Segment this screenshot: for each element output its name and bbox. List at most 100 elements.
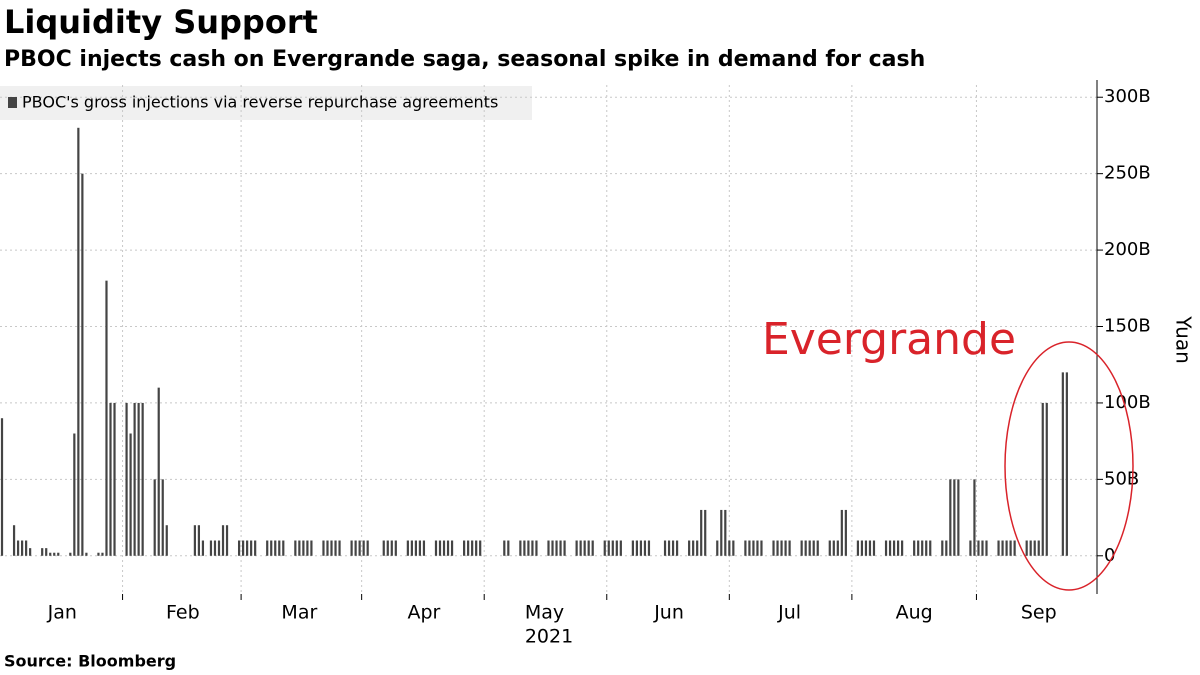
bar: [832, 540, 835, 556]
bar: [872, 540, 876, 556]
bar: [607, 540, 610, 556]
y-tick-label: 250B: [1104, 163, 1151, 184]
x-tick-label: May: [525, 602, 564, 624]
bar: [688, 540, 691, 556]
bar: [237, 540, 241, 556]
bar: [957, 479, 960, 556]
bar: [53, 552, 56, 556]
x-tick-label: Jun: [653, 602, 684, 624]
bar: [1029, 540, 1032, 556]
chart-subtitle: PBOC injects cash on Evergrande saga, se…: [4, 47, 925, 72]
bar: [752, 540, 755, 556]
y-tick-label: 150B: [1104, 316, 1151, 337]
bar: [772, 540, 775, 556]
bar: [615, 540, 618, 556]
bar: [535, 540, 538, 556]
bar: [503, 540, 506, 556]
bar: [973, 479, 976, 556]
bar: [422, 540, 426, 556]
bar: [326, 540, 329, 556]
bar: [69, 552, 72, 556]
bar: [732, 540, 735, 556]
bar: [892, 540, 896, 556]
bar: [696, 540, 699, 556]
bar: [16, 540, 20, 556]
bar: [949, 479, 952, 556]
bar: [41, 548, 44, 556]
bar: [997, 540, 1000, 556]
bar: [330, 540, 333, 556]
bar: [475, 540, 478, 556]
bar: [254, 540, 257, 556]
bar: [780, 540, 783, 556]
bar: [583, 540, 586, 556]
bar: [555, 540, 558, 556]
bar: [137, 402, 140, 556]
bar: [603, 540, 606, 556]
bar: [153, 479, 156, 556]
bar: [49, 552, 52, 556]
x-axis-label: 2021: [525, 626, 573, 648]
bar: [161, 479, 164, 556]
y-tick-label: 300B: [1104, 86, 1151, 107]
bar: [1041, 402, 1044, 556]
bar: [446, 540, 450, 556]
bar: [860, 540, 864, 556]
bar: [804, 540, 807, 556]
bar: [354, 540, 357, 556]
bar: [1009, 540, 1012, 556]
bar: [724, 509, 727, 556]
bar: [442, 540, 446, 556]
bar: [438, 540, 442, 556]
bar: [294, 540, 297, 556]
bar: [1061, 372, 1064, 556]
chart-title: Liquidity Support: [4, 3, 318, 41]
bar: [101, 552, 104, 556]
bar: [969, 540, 972, 556]
bar: [29, 548, 32, 556]
bar: [647, 540, 651, 556]
bar: [209, 540, 213, 556]
bar: [639, 540, 643, 556]
bar: [467, 540, 470, 556]
bar: [756, 540, 759, 556]
bar: [776, 540, 779, 556]
bar: [868, 540, 872, 556]
bar: [579, 540, 582, 556]
bar: [985, 540, 988, 556]
bar: [667, 540, 671, 556]
bar: [619, 540, 622, 556]
bar: [270, 540, 273, 556]
bar: [663, 540, 667, 556]
x-tick-label: Mar: [281, 602, 317, 624]
bar: [25, 540, 28, 556]
annotation: Evergrande: [762, 314, 1016, 365]
bar: [635, 540, 639, 556]
bar: [828, 540, 831, 556]
bar: [913, 540, 916, 556]
bar: [507, 540, 510, 556]
bar: [840, 509, 843, 556]
bar: [1065, 372, 1068, 556]
bar: [523, 540, 526, 556]
bar: [306, 540, 309, 556]
bar: [720, 509, 723, 556]
y-tick-label: 200B: [1104, 239, 1151, 260]
bar: [105, 280, 108, 556]
bar: [519, 540, 522, 556]
bar: [760, 540, 763, 556]
y-tick-label: 100B: [1104, 392, 1151, 413]
bar: [129, 433, 132, 556]
legend-label: PBOC's gross injections via reverse repu…: [22, 93, 498, 112]
bar: [1045, 402, 1048, 556]
bar: [250, 540, 253, 556]
bar: [125, 402, 128, 556]
bar: [531, 540, 534, 556]
bar: [201, 540, 205, 556]
bar: [784, 540, 787, 556]
bar: [362, 540, 365, 556]
bar: [1025, 540, 1028, 556]
bar: [479, 540, 482, 556]
bar: [547, 540, 550, 556]
